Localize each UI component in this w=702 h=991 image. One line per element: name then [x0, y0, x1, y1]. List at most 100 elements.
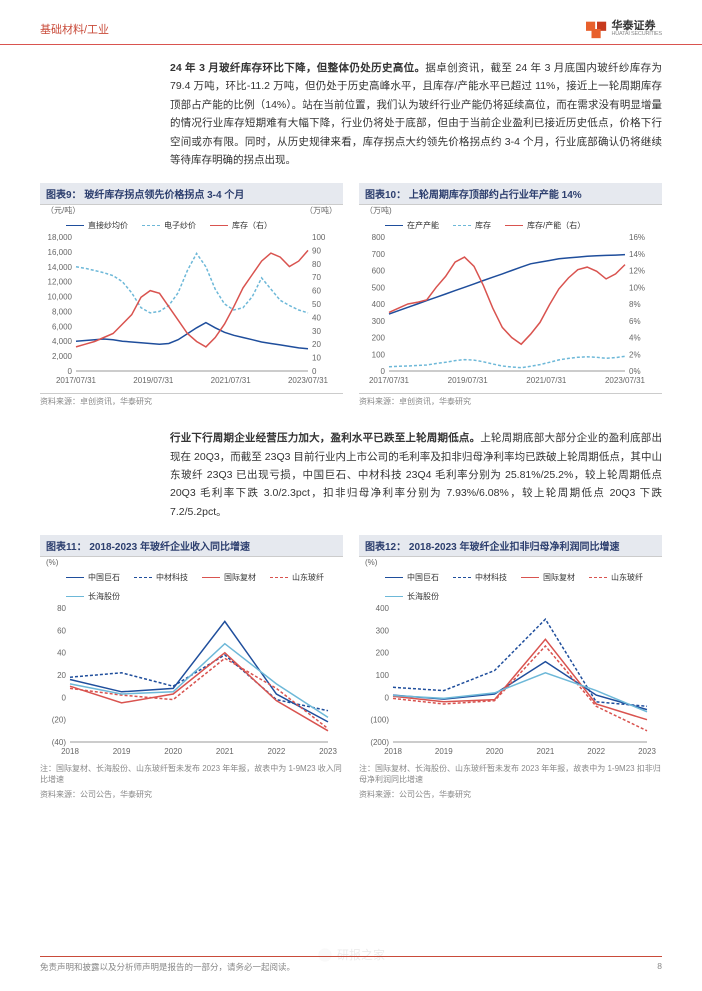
chart12-legend: 中国巨石 中材科技 国际复材 山东玻纤长海股份 — [359, 568, 662, 604]
svg-text:2021: 2021 — [537, 747, 555, 756]
svg-text:2023: 2023 — [638, 747, 656, 756]
svg-text:2022: 2022 — [268, 747, 286, 756]
svg-text:6%: 6% — [629, 317, 641, 326]
svg-text:0: 0 — [62, 693, 67, 702]
svg-text:20: 20 — [57, 671, 66, 680]
chart12-unit: (%) — [359, 558, 377, 567]
svg-text:0: 0 — [68, 367, 73, 376]
svg-text:14,000: 14,000 — [48, 263, 73, 272]
svg-text:0: 0 — [385, 693, 390, 702]
chart10-svg: 01002003004005006007008000%2%4%6%8%10%12… — [359, 233, 659, 391]
logo-icon — [586, 18, 608, 40]
svg-text:2018: 2018 — [384, 747, 402, 756]
chart-10: 图表10： 上轮周期库存顶部约占行业年产能 14% （万吨) 在产产能库存库存/… — [359, 183, 662, 407]
category-label: 基础材料/工业 — [40, 21, 109, 37]
svg-text:2023/07/31: 2023/07/31 — [288, 376, 329, 385]
svg-text:2021: 2021 — [216, 747, 234, 756]
logo-en-text: HUATAI SECURITIES — [612, 32, 663, 38]
svg-text:100: 100 — [376, 671, 390, 680]
legend-item: 电子纱价 — [142, 220, 196, 231]
svg-text:2018: 2018 — [61, 747, 79, 756]
legend-item: 库存（右） — [210, 220, 272, 231]
svg-text:2%: 2% — [629, 351, 641, 360]
svg-text:(100): (100) — [370, 716, 389, 725]
svg-text:2,000: 2,000 — [52, 352, 73, 361]
chart9-svg: 0 2,000 4,000 6,000 8,000 10,000 12,000 14,000 1… — [40, 233, 340, 391]
chart10-unit-right — [656, 205, 662, 216]
svg-text:100: 100 — [312, 233, 326, 242]
svg-text:2020: 2020 — [164, 747, 182, 756]
svg-text:500: 500 — [372, 284, 386, 293]
chart9-title: 图表9： 玻纤库存拐点领先价格拐点 3-4 个月 — [40, 183, 343, 204]
legend-item: 中国巨石 — [385, 572, 439, 583]
svg-text:2019: 2019 — [435, 747, 453, 756]
chart-9: 图表9： 玻纤库存拐点领先价格拐点 3-4 个月 （元/吨） （万吨） 直接纱均… — [40, 183, 343, 407]
svg-text:2023: 2023 — [319, 747, 337, 756]
svg-text:10%: 10% — [629, 284, 645, 293]
svg-text:8,000: 8,000 — [52, 308, 73, 317]
chart9-unit-right: （万吨） — [299, 205, 343, 216]
svg-text:80: 80 — [312, 260, 321, 269]
chart11-title: 图表11： 2018-2023 年玻纤企业收入同比增速 — [40, 535, 343, 556]
svg-text:40: 40 — [312, 314, 321, 323]
svg-text:(40): (40) — [52, 738, 67, 747]
chart9-source: 资料来源：卓创资讯，华泰研究 — [40, 393, 343, 407]
svg-text:12%: 12% — [629, 267, 645, 276]
chart10-unit-left: （万吨) — [359, 205, 392, 216]
paragraph-1: 24 年 3 月玻纤库存环比下降，但整体仍处历史高位。据卓创资讯，截至 24 年… — [170, 59, 662, 169]
legend-item: 长海股份 — [385, 591, 439, 602]
legend-item: 中材科技 — [453, 572, 507, 583]
svg-text:4,000: 4,000 — [52, 337, 73, 346]
svg-text:300: 300 — [372, 317, 386, 326]
chart12-title: 图表12： 2018-2023 年玻纤企业扣非归母净利润同比增速 — [359, 535, 662, 556]
svg-text:80: 80 — [57, 604, 66, 613]
svg-text:4%: 4% — [629, 334, 641, 343]
chart10-legend: 在产产能库存库存/产能（右） — [359, 216, 662, 233]
svg-text:2021/07/31: 2021/07/31 — [211, 376, 252, 385]
para1-bold: 24 年 3 月玻纤库存环比下降，但整体仍处历史高位。 — [170, 62, 425, 74]
chart11-svg: (40) (20) 0 20 40 60 80 2018 2019 2020 2021 2022 202… — [40, 604, 340, 762]
legend-item: 山东玻纤 — [589, 572, 643, 583]
svg-text:60: 60 — [312, 287, 321, 296]
svg-text:800: 800 — [372, 233, 386, 242]
svg-text:0: 0 — [312, 367, 317, 376]
chart-11: 图表11： 2018-2023 年玻纤企业收入同比增速 (%) 中国巨石中材科技… — [40, 535, 343, 800]
svg-text:2019/07/31: 2019/07/31 — [448, 376, 489, 385]
svg-text:10: 10 — [312, 354, 321, 363]
svg-text:6,000: 6,000 — [52, 323, 73, 332]
svg-text:200: 200 — [372, 334, 386, 343]
legend-item: 中材科技 — [134, 572, 188, 583]
svg-text:2017/07/31: 2017/07/31 — [369, 376, 410, 385]
svg-text:0: 0 — [381, 367, 386, 376]
svg-text:40: 40 — [57, 649, 66, 658]
legend-item: 在产产能 — [385, 220, 439, 231]
legend-item: 国际复材 — [521, 572, 575, 583]
svg-text:12,000: 12,000 — [48, 278, 73, 287]
svg-text:10,000: 10,000 — [48, 293, 73, 302]
company-logo: 华泰证券 HUATAI SECURITIES — [586, 18, 663, 40]
chart12-source: 资料来源：公司公告，华泰研究 — [359, 787, 662, 800]
chart11-legend: 中国巨石中材科技国际复材山东玻纤长海股份 — [40, 568, 343, 604]
svg-text:20: 20 — [312, 340, 321, 349]
svg-text:100: 100 — [372, 351, 386, 360]
footer-disclaimer: 免责声明和披露以及分析师声明是报告的一部分，请务必一起阅读。 — [40, 961, 295, 973]
svg-text:200: 200 — [376, 649, 390, 658]
chart11-source: 资料来源：公司公告，华泰研究 — [40, 787, 343, 800]
paragraph-2: 行业下行周期企业经营压力加大，盈利水平已跌至上轮周期低点。上轮周期底部大部分企业… — [170, 429, 662, 521]
legend-item: 中国巨石 — [66, 572, 120, 583]
svg-text:70: 70 — [312, 273, 321, 282]
svg-text:14%: 14% — [629, 250, 645, 259]
svg-text:60: 60 — [57, 626, 66, 635]
para2-bold: 行业下行周期企业经营压力加大，盈利水平已跌至上轮周期低点。 — [170, 432, 480, 444]
legend-item: 山东玻纤 — [270, 572, 324, 583]
svg-text:18,000: 18,000 — [48, 233, 73, 242]
svg-text:2019: 2019 — [113, 747, 131, 756]
chart12-svg: (200)(100)010020030040020182019202020212… — [359, 604, 659, 762]
svg-text:2021/07/31: 2021/07/31 — [526, 376, 567, 385]
chart9-legend: 直接纱均价电子纱价库存（右） — [40, 216, 343, 233]
legend-item: 库存/产能（右） — [505, 220, 585, 231]
svg-text:30: 30 — [312, 327, 321, 336]
svg-text:(20): (20) — [52, 716, 67, 725]
svg-text:600: 600 — [372, 267, 386, 276]
chart11-note: 注：国际复材、长海股份、山东玻纤暂未发布 2023 年年报，故表中为 1-9M2… — [40, 764, 343, 785]
